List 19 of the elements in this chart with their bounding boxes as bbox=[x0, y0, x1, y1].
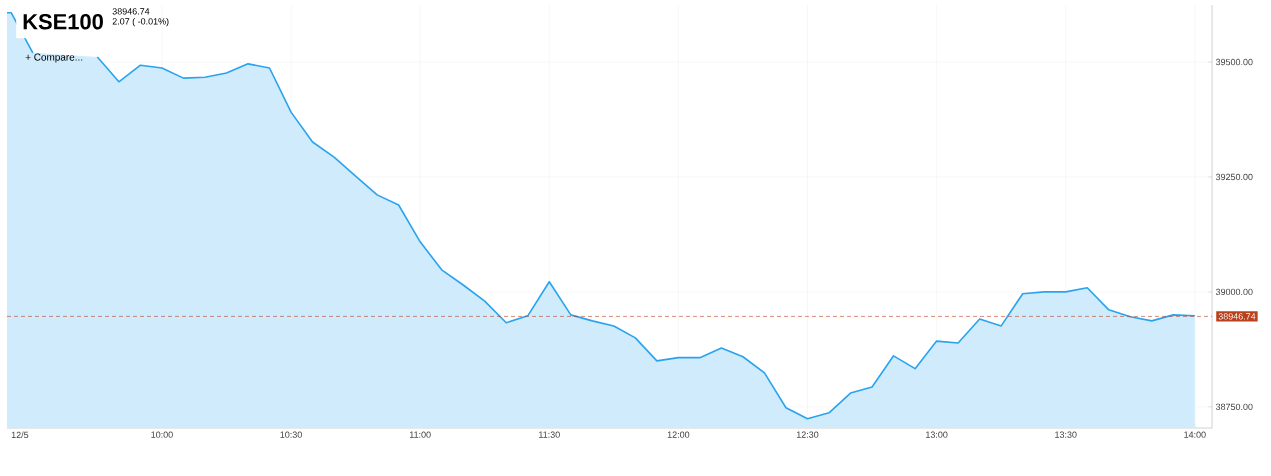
ref-line-label: 38946.74 bbox=[1218, 313, 1256, 320]
chart-subtitle: 38946.74 bbox=[112, 8, 150, 15]
x-tick-label: 10:00 bbox=[151, 431, 173, 438]
x-tick-label: 11:00 bbox=[409, 431, 431, 438]
x-tick-label: 12:30 bbox=[796, 431, 819, 438]
x-tick-label: 11:30 bbox=[539, 431, 560, 438]
annotation: + Compare... bbox=[25, 53, 83, 63]
x-tick-label: 12:00 bbox=[667, 431, 690, 438]
y-tick-label: 38750.00 bbox=[1215, 403, 1253, 411]
x-tick-label: 13:00 bbox=[926, 431, 948, 438]
x-tick-label: 12/5 bbox=[11, 431, 29, 439]
chart-title: KSE100 bbox=[23, 13, 103, 30]
y-tick-label: 39000.00 bbox=[1215, 288, 1253, 296]
y-tick-label: 39250.00 bbox=[1215, 173, 1253, 181]
annotation: 2.07 ( -0.01%) bbox=[112, 17, 169, 27]
x-tick-label: 14:00 bbox=[1184, 431, 1206, 438]
y-tick-label: 39500.00 bbox=[1215, 58, 1253, 66]
x-tick-label: 13:30 bbox=[1055, 431, 1077, 438]
x-tick-label: 10:30 bbox=[280, 431, 302, 438]
